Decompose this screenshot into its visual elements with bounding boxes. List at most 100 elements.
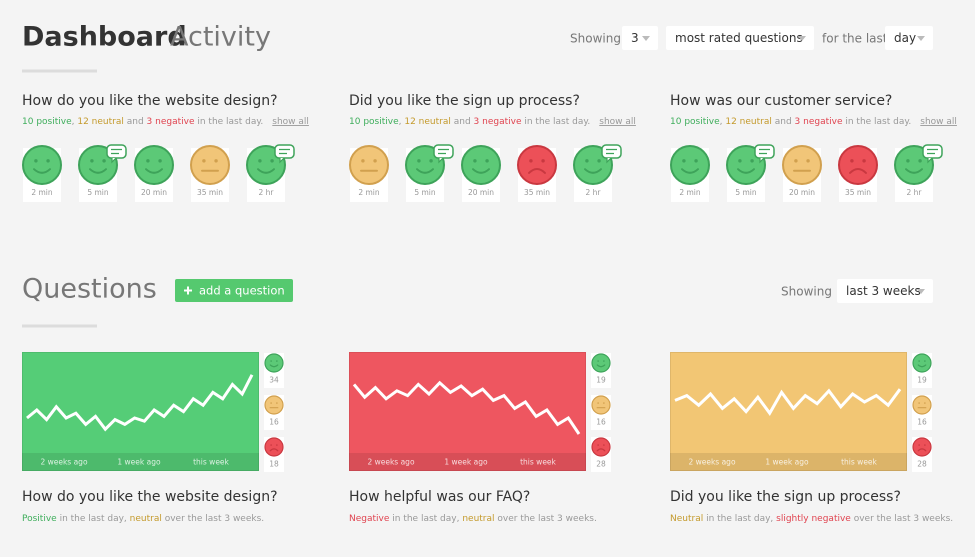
comment-lines xyxy=(759,148,770,155)
face xyxy=(591,437,611,457)
chart-border xyxy=(22,352,259,471)
response[interactable]: 20 min xyxy=(134,145,174,202)
dropdown-arrow xyxy=(642,36,650,41)
response-count: 16 xyxy=(269,418,279,427)
mouth xyxy=(257,168,275,174)
response[interactable]: 2 hr xyxy=(894,144,943,202)
section-title: Questions xyxy=(22,274,157,305)
eye xyxy=(373,159,377,163)
x-axis-label: 2 weeks ago xyxy=(688,458,736,467)
chart-border xyxy=(670,352,907,471)
dropdown-arrow xyxy=(798,36,806,41)
eye xyxy=(694,159,698,163)
summary-part: and xyxy=(772,117,795,127)
response-time: 5 min xyxy=(87,188,109,197)
summary-part: over the last 3 weeks. xyxy=(495,514,597,524)
x-axis-label: this week xyxy=(193,458,229,467)
eye xyxy=(214,159,218,163)
comment-icon xyxy=(922,144,943,159)
eye xyxy=(429,159,433,163)
show-all-link[interactable]: show all xyxy=(272,117,309,127)
show-all-link[interactable]: show all xyxy=(599,117,636,127)
eye xyxy=(202,159,206,163)
eye xyxy=(146,159,150,163)
response[interactable]: 5 min xyxy=(726,144,775,202)
response[interactable]: 5 min xyxy=(405,144,454,202)
response[interactable]: 20 min xyxy=(782,145,822,202)
x-axis-label: this week xyxy=(520,458,556,467)
eye xyxy=(597,402,599,404)
eye xyxy=(918,402,920,404)
mouth xyxy=(145,168,163,174)
summary-part: , xyxy=(72,117,78,127)
dropdown[interactable] xyxy=(666,26,814,50)
response[interactable]: 35 min xyxy=(838,145,878,202)
dropdown[interactable] xyxy=(622,26,658,50)
eye xyxy=(918,360,920,362)
response[interactable]: 2 min xyxy=(670,145,710,202)
summary-part: 3 negative xyxy=(147,117,195,127)
face xyxy=(134,145,174,185)
chart-card[interactable] xyxy=(670,352,907,471)
comment-tail xyxy=(927,157,933,164)
response[interactable]: 35 min xyxy=(190,145,230,202)
x-axis-label: 2 weeks ago xyxy=(40,458,88,467)
response[interactable]: 5 min xyxy=(78,144,127,202)
summary-part: slightly negative xyxy=(776,514,851,524)
eye xyxy=(258,159,262,163)
mouth xyxy=(596,448,606,452)
eye xyxy=(906,159,910,163)
response[interactable]: 2 hr xyxy=(573,144,622,202)
summary-part: in the last day. xyxy=(842,117,911,127)
dropdown-value[interactable]: last 3 weeks xyxy=(846,284,921,298)
dropdown-value[interactable]: 3 xyxy=(631,31,639,45)
summary: Neutral in the last day, slightly negati… xyxy=(670,514,953,524)
response[interactable]: 2 min xyxy=(22,145,62,202)
response[interactable]: 2 min xyxy=(349,145,389,202)
face xyxy=(838,145,878,185)
comment-lines xyxy=(279,148,290,155)
mouth xyxy=(416,168,434,174)
x-axis-label: 1 week ago xyxy=(765,458,809,467)
mouth xyxy=(596,364,606,368)
add-question-label[interactable]: add a question xyxy=(199,284,285,298)
chart-border xyxy=(349,352,586,471)
summary-part: in the last day. xyxy=(521,117,590,127)
eye xyxy=(682,159,686,163)
response[interactable]: 35 min xyxy=(517,145,557,202)
face xyxy=(670,145,710,185)
comment-tail xyxy=(438,157,444,164)
summary: Positive in the last day, neutral over t… xyxy=(22,514,264,524)
response-time: 35 min xyxy=(845,188,871,197)
sparkline xyxy=(674,388,902,416)
dropdown-arrow xyxy=(917,289,925,294)
dropdown[interactable] xyxy=(885,26,933,50)
comment-lines xyxy=(111,148,122,155)
question-title: How was our customer service? xyxy=(670,93,892,109)
eye xyxy=(918,444,920,446)
sparkline xyxy=(352,380,581,435)
response-time: 2 hr xyxy=(907,188,923,197)
summary: 10 positive, 12 neutral and 3 negative i… xyxy=(670,117,957,127)
summary-part: in the last day, xyxy=(703,514,776,524)
comment-lines xyxy=(606,148,617,155)
comment-lines xyxy=(438,148,449,155)
eye xyxy=(750,159,754,163)
show-all-link[interactable]: show all xyxy=(920,117,957,127)
summary-part: in the last day, xyxy=(57,514,130,524)
eye xyxy=(46,159,50,163)
mouth xyxy=(737,168,755,174)
x-axis-label: 1 week ago xyxy=(444,458,488,467)
mouth xyxy=(89,168,107,174)
showing-label: Showing xyxy=(781,285,832,299)
summary-part: over the last 3 weeks. xyxy=(162,514,264,524)
response[interactable]: 20 min xyxy=(461,145,501,202)
add-question-button[interactable] xyxy=(175,279,293,302)
response[interactable]: 2 hr xyxy=(246,144,295,202)
dropdown-value[interactable]: most rated questions xyxy=(675,31,803,45)
dropdown-value[interactable]: day xyxy=(894,31,916,45)
face xyxy=(264,353,284,373)
dropdown[interactable] xyxy=(837,279,933,303)
period-label: for the last xyxy=(822,32,888,46)
dropdown-arrow xyxy=(917,36,925,41)
